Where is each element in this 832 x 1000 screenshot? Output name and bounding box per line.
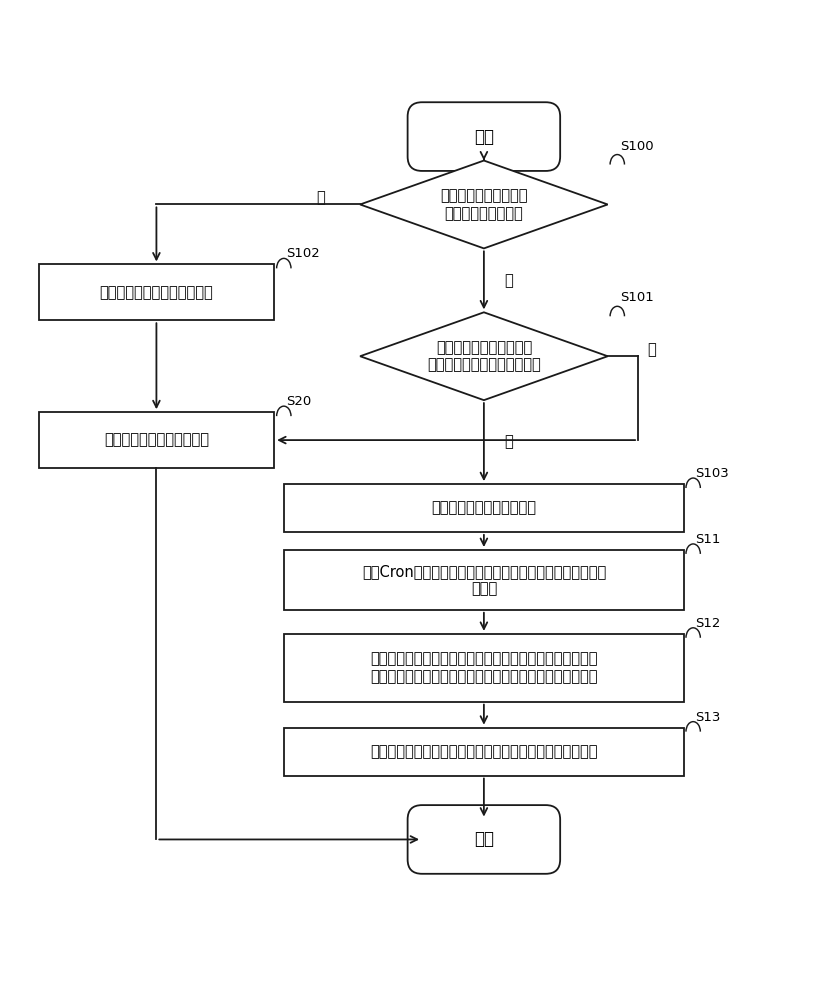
Bar — [285, 634, 684, 702]
Text: 开始: 开始 — [474, 128, 494, 146]
Text: 是: 是 — [504, 273, 513, 288]
Text: S13: S13 — [696, 711, 721, 724]
Text: 结束: 结束 — [474, 830, 494, 848]
Text: 否: 否 — [316, 191, 324, 206]
Text: S102: S102 — [286, 247, 320, 260]
Bar — [38, 412, 275, 468]
Text: 否: 否 — [647, 342, 656, 357]
FancyBboxPatch shape — [408, 805, 560, 874]
Text: 依据输出语言请求调用与输出语言请求对应的语言配置文件
，将各字段的含义与语言配置文件进行匹配以得到匹配结果: 依据输出语言请求调用与输出语言请求对应的语言配置文件 ，将各字段的含义与语言配置… — [370, 652, 597, 684]
Text: S11: S11 — [696, 533, 721, 546]
Text: 确定待解析定时表达式不合法: 确定待解析定时表达式不合法 — [100, 285, 213, 300]
Text: 确定待解析定时表达式合法: 确定待解析定时表达式合法 — [431, 500, 537, 515]
Text: S20: S20 — [286, 395, 311, 408]
Text: S101: S101 — [620, 291, 653, 304]
Bar — [285, 728, 684, 776]
Polygon shape — [360, 161, 607, 248]
Text: S12: S12 — [696, 617, 721, 630]
Bar — [38, 264, 275, 320]
Text: 依据Cron语法规则解析待解析定时表达式中的各字段的含义
和数值: 依据Cron语法规则解析待解析定时表达式中的各字段的含义 和数值 — [362, 564, 606, 596]
Text: 将各字段的数值填充至匹配结果的占位符中以得到解析结果: 将各字段的数值填充至匹配结果的占位符中以得到解析结果 — [370, 744, 597, 759]
Bar — [285, 550, 684, 610]
Bar — [285, 484, 684, 532]
Text: 判断待解析定时表达式
的字段数量是否完整: 判断待解析定时表达式 的字段数量是否完整 — [440, 188, 527, 221]
Text: 是: 是 — [504, 435, 513, 450]
Polygon shape — [360, 312, 607, 400]
Text: 判断各字段的含义和数值
是否全部满足允许信息的要求: 判断各字段的含义和数值 是否全部满足允许信息的要求 — [427, 340, 541, 372]
Text: S100: S100 — [620, 140, 653, 153]
Text: S103: S103 — [696, 467, 730, 480]
Text: 输出表达式不合法提示信息: 输出表达式不合法提示信息 — [104, 433, 209, 448]
FancyBboxPatch shape — [408, 102, 560, 171]
